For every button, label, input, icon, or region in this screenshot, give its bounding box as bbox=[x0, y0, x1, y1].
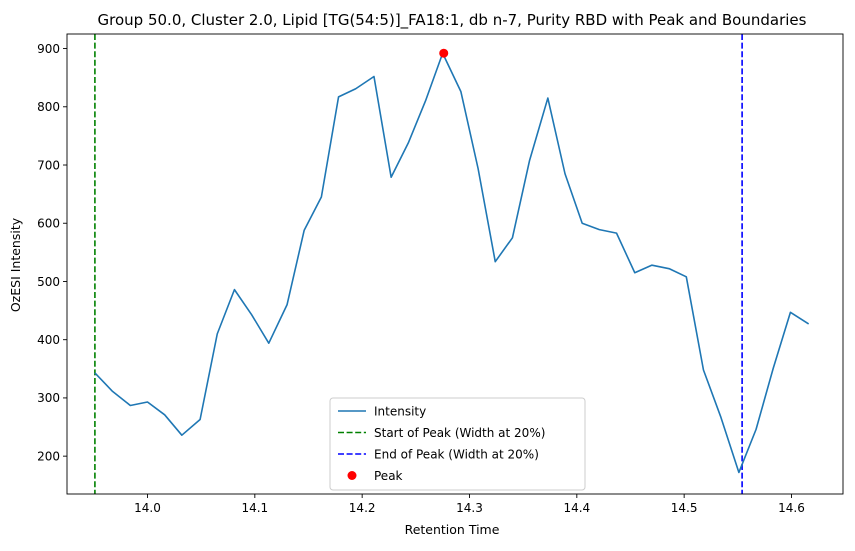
intensity-point bbox=[406, 140, 411, 145]
intensity-point bbox=[684, 274, 689, 279]
y-tick-label: 500 bbox=[37, 275, 60, 289]
y-tick-label: 700 bbox=[37, 158, 60, 172]
intensity-point bbox=[266, 341, 271, 346]
plot-area bbox=[92, 34, 811, 494]
intensity-point bbox=[179, 433, 184, 438]
chart-title: Group 50.0, Cluster 2.0, Lipid [TG(54:5)… bbox=[98, 11, 807, 30]
intensity-point bbox=[580, 221, 585, 226]
intensity-point bbox=[92, 370, 97, 375]
axes: 14.0 14.1 14.2 14.3 14.4 14.5 14.6 200 300 400 500… bbox=[37, 33, 844, 515]
intensity-point bbox=[493, 259, 498, 264]
intensity-point bbox=[110, 388, 115, 393]
intensity-point bbox=[215, 331, 220, 336]
x-tick-label: 14.0 bbox=[134, 501, 161, 515]
intensity-point bbox=[527, 158, 532, 163]
intensity-point bbox=[423, 98, 428, 103]
intensity-point bbox=[389, 175, 394, 180]
intensity-point bbox=[336, 94, 341, 99]
x-tick-label: 14.6 bbox=[778, 501, 805, 515]
intensity-point bbox=[319, 195, 324, 200]
intensity-point bbox=[614, 231, 619, 236]
legend-box bbox=[329, 397, 586, 491]
intensity-point bbox=[353, 86, 358, 91]
intensity-point bbox=[667, 266, 672, 271]
intensity-point bbox=[806, 321, 811, 326]
x-tick-label: 14.4 bbox=[563, 501, 590, 515]
y-tick-label: 600 bbox=[37, 217, 60, 231]
intensity-point bbox=[476, 166, 481, 171]
y-tick-label: 400 bbox=[37, 333, 60, 347]
intensity-point bbox=[545, 96, 550, 101]
peak-marker bbox=[439, 48, 449, 58]
intensity-point bbox=[249, 312, 254, 317]
intensity-point bbox=[718, 414, 723, 419]
y-tick-label: 300 bbox=[37, 391, 60, 405]
intensity-point bbox=[128, 403, 133, 408]
x-tick-label: 14.2 bbox=[349, 501, 376, 515]
intensity-point bbox=[597, 227, 602, 232]
intensity-line bbox=[94, 52, 810, 474]
y-tick-label: 900 bbox=[37, 42, 60, 56]
intensity-point bbox=[754, 427, 759, 432]
legend-entry-start-peak-label: Start of Peak (Width at 20%) bbox=[374, 426, 545, 440]
intensity-point bbox=[458, 89, 463, 94]
intensity-point bbox=[510, 235, 515, 240]
x-axis-label: Retention Time bbox=[405, 522, 500, 537]
intensity-point bbox=[232, 287, 237, 292]
y-tick-label: 200 bbox=[37, 449, 60, 463]
x-tick-label: 14.1 bbox=[241, 501, 268, 515]
intensity-point bbox=[701, 367, 706, 372]
legend-entry-peak-label: Peak bbox=[374, 469, 403, 483]
x-tick-label: 14.5 bbox=[671, 501, 698, 515]
intensity-point bbox=[198, 417, 203, 422]
legend: Intensity Start of Peak (Width at 20%) End… bbox=[329, 397, 586, 491]
legend-entry-end-peak-label: End of Peak (Width at 20%) bbox=[374, 447, 539, 461]
axes-frame bbox=[66, 33, 844, 495]
intensity-point bbox=[371, 74, 376, 79]
intensity-point bbox=[736, 470, 741, 475]
intensity-point bbox=[162, 412, 167, 417]
y-tick-label: 800 bbox=[37, 100, 60, 114]
legend-entry-intensity-label: Intensity bbox=[374, 404, 426, 418]
intensity-point bbox=[302, 228, 307, 233]
y-axis-label: OzESI Intensity bbox=[8, 217, 23, 312]
intensity-point bbox=[788, 310, 793, 315]
intensity-point bbox=[145, 400, 150, 405]
intensity-point bbox=[285, 302, 290, 307]
intensity-point bbox=[771, 366, 776, 371]
legend-entry-peak-marker bbox=[347, 471, 357, 480]
x-tick-label: 14.3 bbox=[456, 501, 483, 515]
intensity-point bbox=[632, 270, 637, 275]
intensity-point bbox=[649, 263, 654, 268]
intensity-point bbox=[563, 171, 568, 176]
